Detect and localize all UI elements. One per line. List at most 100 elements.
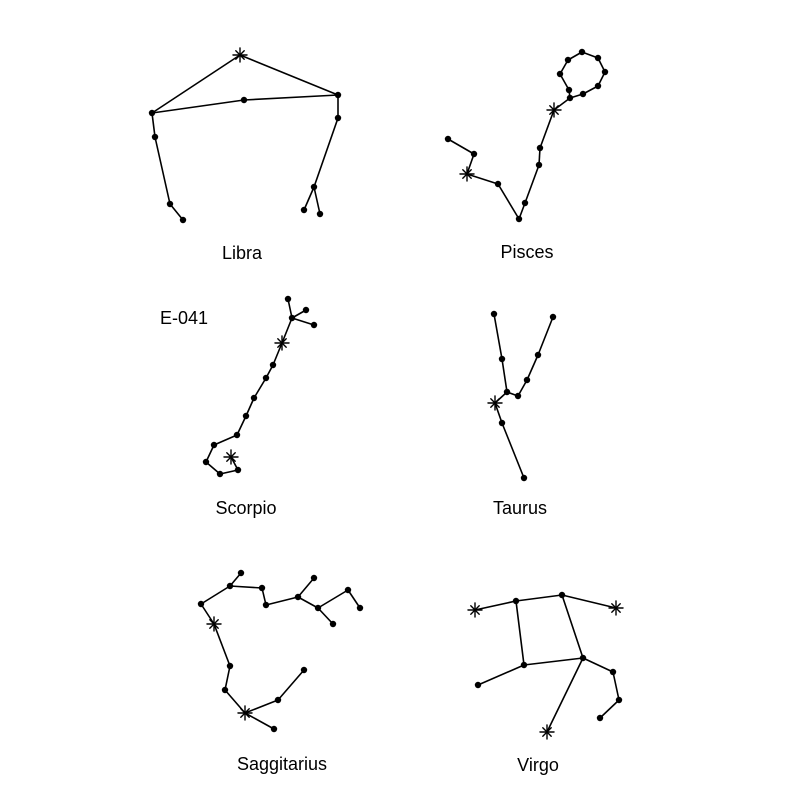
constellation-edge	[244, 95, 338, 100]
constellation-edge	[527, 355, 538, 380]
constellation-taurus	[488, 311, 556, 481]
star-dot	[259, 585, 265, 591]
constellation-edge	[230, 586, 262, 588]
star-dot	[301, 207, 307, 213]
constellation-edge	[240, 55, 338, 95]
constellation-edge	[201, 604, 214, 624]
constellation-edge	[600, 700, 619, 718]
constellation-edge	[266, 597, 298, 605]
constellation-edge	[498, 184, 519, 219]
star-dot	[521, 662, 527, 668]
constellation-edge	[278, 670, 304, 700]
star-spark	[547, 103, 561, 117]
star-dot	[335, 92, 341, 98]
star-dot	[271, 726, 277, 732]
constellation-edge	[155, 137, 170, 204]
star-dot	[251, 395, 257, 401]
star-dot	[579, 49, 585, 55]
star-dot	[580, 91, 586, 97]
constellation-edge	[273, 343, 282, 365]
star-dot	[330, 621, 336, 627]
star-dot	[566, 87, 572, 93]
star-dot	[241, 97, 247, 103]
star-dot	[217, 471, 223, 477]
star-dot	[522, 200, 528, 206]
star-dot	[311, 575, 317, 581]
constellation-edge	[152, 55, 240, 113]
star-dot	[567, 95, 573, 101]
star-dot	[180, 217, 186, 223]
product-code: E-041	[160, 308, 208, 329]
star-dot	[513, 598, 519, 604]
constellation-edge	[318, 590, 348, 608]
star-dot	[357, 605, 363, 611]
star-spark	[224, 450, 238, 464]
constellation-edge	[225, 666, 230, 690]
constellation-label: Scorpio	[215, 498, 276, 519]
constellation-edge	[516, 601, 524, 665]
star-dot	[167, 201, 173, 207]
star-dot	[227, 663, 233, 669]
star-dot	[616, 697, 622, 703]
constellation-edge	[214, 624, 230, 666]
star-dot	[516, 216, 522, 222]
constellation-edge	[494, 314, 502, 359]
constellation-edge	[298, 597, 318, 608]
star-spark	[540, 725, 554, 739]
constellation-saggitarius	[198, 570, 363, 732]
constellation-label: Libra	[222, 243, 262, 264]
star-dot	[559, 592, 565, 598]
constellation-virgo	[468, 592, 623, 739]
constellation-edge	[292, 318, 314, 325]
constellation-edge	[562, 595, 616, 608]
star-dot	[535, 352, 541, 358]
constellation-canvas	[0, 0, 800, 800]
star-dot	[275, 697, 281, 703]
star-dot	[301, 667, 307, 673]
constellation-edge	[502, 423, 524, 478]
constellation-edge	[348, 590, 360, 608]
star-dot	[565, 57, 571, 63]
star-dot	[152, 134, 158, 140]
star-dot	[495, 181, 501, 187]
constellation-edge	[314, 118, 338, 187]
constellation-edge	[282, 318, 292, 343]
star-dot	[311, 322, 317, 328]
star-dot	[211, 442, 217, 448]
constellation-edge	[448, 139, 474, 154]
star-dot	[595, 55, 601, 61]
constellation-label: Pisces	[500, 242, 553, 263]
star-dot	[597, 715, 603, 721]
star-dot	[550, 314, 556, 320]
star-dot	[203, 459, 209, 465]
constellation-libra	[149, 48, 341, 223]
star-dot	[243, 413, 249, 419]
constellation-edge	[152, 100, 244, 113]
star-spark	[233, 48, 247, 62]
star-dot	[289, 315, 295, 321]
star-dot	[475, 682, 481, 688]
star-dot	[198, 601, 204, 607]
constellation-edge	[245, 700, 278, 713]
star-dot	[263, 602, 269, 608]
star-dot	[445, 136, 451, 142]
constellation-edge	[583, 658, 613, 672]
star-dot	[610, 669, 616, 675]
constellation-edge	[152, 113, 155, 137]
star-spark	[460, 167, 474, 181]
star-dot	[602, 69, 608, 75]
constellation-edge	[314, 187, 320, 214]
star-dot	[315, 605, 321, 611]
star-dot	[234, 432, 240, 438]
star-dot	[149, 110, 155, 116]
constellation-edge	[613, 672, 619, 700]
constellation-edge	[547, 658, 583, 732]
star-spark	[609, 601, 623, 615]
constellation-edge	[540, 110, 554, 148]
constellation-edge	[298, 578, 314, 597]
star-dot	[285, 296, 291, 302]
constellation-label: Saggitarius	[237, 754, 327, 775]
constellation-edge	[201, 586, 230, 604]
constellation-edge	[478, 665, 524, 685]
constellation-label: Taurus	[493, 498, 547, 519]
